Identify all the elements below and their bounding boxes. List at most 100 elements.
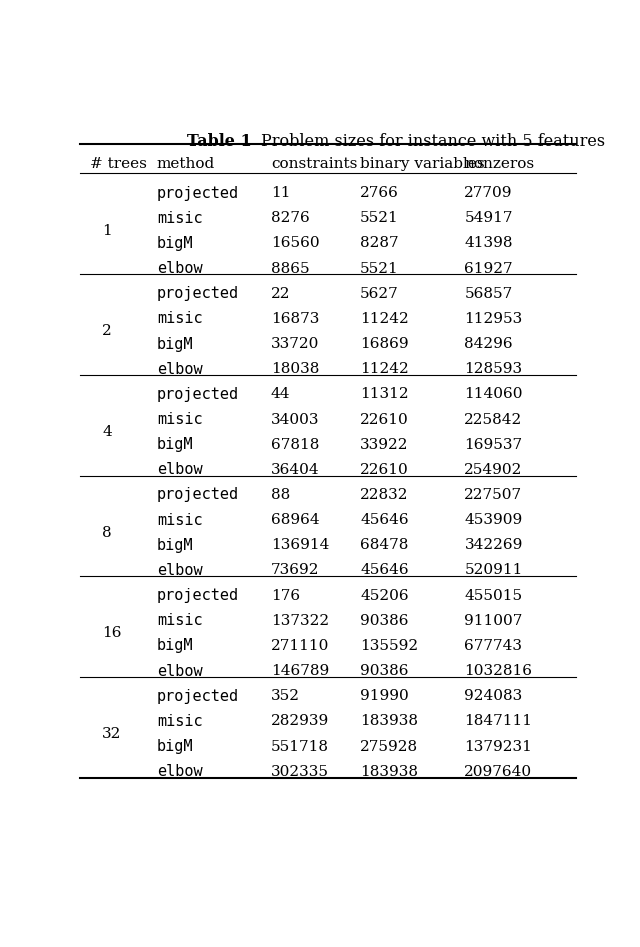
Text: 22610: 22610 (360, 463, 409, 477)
Text: 924083: 924083 (465, 689, 523, 704)
Text: 302335: 302335 (271, 765, 329, 778)
Text: projected: projected (157, 186, 239, 201)
Text: 8865: 8865 (271, 261, 310, 276)
Text: 11: 11 (271, 187, 291, 200)
Text: 90386: 90386 (360, 614, 409, 628)
Text: 2766: 2766 (360, 187, 399, 200)
Text: 112953: 112953 (465, 312, 523, 326)
Text: 227507: 227507 (465, 488, 522, 502)
Text: 41398: 41398 (465, 237, 513, 250)
Text: 4: 4 (102, 425, 112, 439)
Text: 677743: 677743 (465, 639, 522, 652)
Text: 56857: 56857 (465, 287, 513, 301)
Text: misic: misic (157, 714, 202, 729)
Text: 8276: 8276 (271, 211, 310, 225)
Text: 45646: 45646 (360, 513, 409, 527)
Text: 68964: 68964 (271, 513, 319, 527)
Text: 5521: 5521 (360, 261, 399, 276)
Text: projected: projected (157, 387, 239, 402)
Text: Problem sizes for instance with 5 features: Problem sizes for instance with 5 featur… (261, 133, 605, 150)
Text: 11242: 11242 (360, 362, 409, 376)
Text: 1379231: 1379231 (465, 740, 532, 754)
Text: 54917: 54917 (465, 211, 513, 225)
Text: method: method (157, 157, 215, 171)
Text: 84296: 84296 (465, 337, 513, 351)
Text: 33720: 33720 (271, 337, 319, 351)
Text: elbow: elbow (157, 261, 202, 277)
Text: 91990: 91990 (360, 689, 409, 704)
Text: 176: 176 (271, 589, 300, 602)
Text: 254902: 254902 (465, 463, 523, 477)
Text: nonzeros: nonzeros (465, 157, 534, 171)
Text: elbow: elbow (157, 462, 202, 477)
Text: 11312: 11312 (360, 387, 409, 402)
Text: 136914: 136914 (271, 538, 330, 552)
Text: 352: 352 (271, 689, 300, 704)
Text: bigM: bigM (157, 538, 193, 553)
Text: 225842: 225842 (465, 413, 523, 426)
Text: projected: projected (157, 286, 239, 301)
Text: projected: projected (157, 488, 239, 503)
Text: bigM: bigM (157, 438, 193, 452)
Text: misic: misic (157, 312, 202, 327)
Text: misic: misic (157, 211, 202, 225)
Text: elbow: elbow (157, 764, 202, 779)
Text: bigM: bigM (157, 336, 193, 351)
Text: 16869: 16869 (360, 337, 409, 351)
Text: misic: misic (157, 614, 202, 628)
Text: 45646: 45646 (360, 563, 409, 578)
Text: 1847111: 1847111 (465, 714, 532, 728)
Text: 22832: 22832 (360, 488, 409, 502)
Text: 18038: 18038 (271, 362, 319, 376)
Text: 11242: 11242 (360, 312, 409, 326)
Text: 5627: 5627 (360, 287, 399, 301)
Text: 114060: 114060 (465, 387, 523, 402)
Text: 146789: 146789 (271, 664, 329, 678)
Text: 183938: 183938 (360, 714, 419, 728)
Text: constraints: constraints (271, 157, 357, 171)
Text: 27709: 27709 (465, 187, 513, 200)
Text: 2: 2 (102, 325, 112, 338)
Text: 22610: 22610 (360, 413, 409, 426)
Text: # trees: # trees (90, 157, 147, 171)
Text: 68478: 68478 (360, 538, 408, 552)
Text: binary variables: binary variables (360, 157, 485, 171)
Text: 453909: 453909 (465, 513, 523, 527)
Text: 520911: 520911 (465, 563, 523, 578)
Text: 275928: 275928 (360, 740, 419, 754)
Text: elbow: elbow (157, 664, 202, 679)
Text: 282939: 282939 (271, 714, 329, 728)
Text: 911007: 911007 (465, 614, 523, 628)
Text: 551718: 551718 (271, 740, 329, 754)
Text: 67818: 67818 (271, 438, 319, 452)
Text: 61927: 61927 (465, 261, 513, 276)
Text: 342269: 342269 (465, 538, 523, 552)
Text: misic: misic (157, 512, 202, 527)
Text: 32: 32 (102, 727, 122, 741)
Text: 455015: 455015 (465, 589, 522, 602)
Text: 22: 22 (271, 287, 291, 301)
Text: 34003: 34003 (271, 413, 319, 426)
Text: 45206: 45206 (360, 589, 409, 602)
Text: bigM: bigM (157, 236, 193, 251)
Text: bigM: bigM (157, 739, 193, 754)
Text: elbow: elbow (157, 563, 202, 578)
Text: 137322: 137322 (271, 614, 329, 628)
Text: 271110: 271110 (271, 639, 330, 652)
Text: 8: 8 (102, 526, 112, 540)
Text: projected: projected (157, 588, 239, 603)
Text: 90386: 90386 (360, 664, 409, 678)
Text: 1032816: 1032816 (465, 664, 532, 678)
Text: 135592: 135592 (360, 639, 419, 652)
Text: 16560: 16560 (271, 237, 319, 250)
Text: 73692: 73692 (271, 563, 319, 578)
Text: Table 1: Table 1 (187, 133, 252, 150)
Text: 183938: 183938 (360, 765, 419, 778)
Text: 88: 88 (271, 488, 290, 502)
Text: 33922: 33922 (360, 438, 409, 452)
Text: 2097640: 2097640 (465, 765, 532, 778)
Text: 5521: 5521 (360, 211, 399, 225)
Text: misic: misic (157, 412, 202, 427)
Text: 169537: 169537 (465, 438, 522, 452)
Text: projected: projected (157, 688, 239, 704)
